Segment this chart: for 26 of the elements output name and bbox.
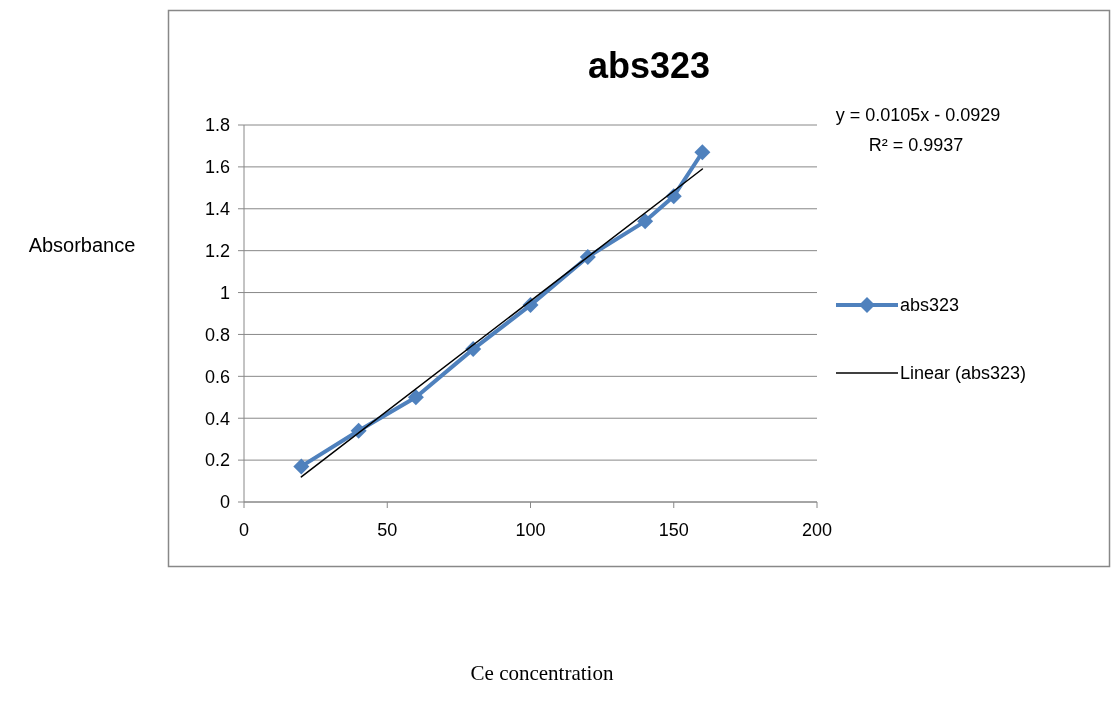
- x-tick-label: 100: [515, 520, 546, 540]
- x-tick-label: 150: [658, 520, 689, 540]
- y-tick-label: 1.6: [204, 157, 230, 178]
- y-tick-label: 0.4: [204, 408, 230, 429]
- chart-title: abs323: [587, 45, 711, 86]
- point: [407, 389, 424, 406]
- point: [293, 458, 310, 475]
- text: R² = 0.9937: [868, 135, 964, 156]
- y-axis-title: Absorbance: [28, 234, 136, 256]
- legend-label: Linear (abs323): [900, 363, 1027, 384]
- point: [694, 144, 711, 161]
- y-tick-label: 1.2: [204, 240, 230, 261]
- text: Ce concentration: [470, 661, 614, 686]
- legend-label: abs323: [900, 295, 960, 316]
- y-tick-label: 1: [219, 282, 230, 303]
- point: [637, 213, 654, 230]
- x-tick-label: 200: [801, 520, 833, 540]
- y-tick-label: 1.4: [204, 199, 230, 220]
- y-tick-label: 1.8: [204, 115, 230, 136]
- text: y = 0.0105x - 0.0929: [835, 105, 1001, 126]
- x-tick-label: 0: [238, 520, 250, 540]
- y-tick-label: 0.6: [204, 366, 230, 387]
- y-tick-label: 0.8: [204, 324, 230, 345]
- x-tick-label: 50: [377, 520, 398, 540]
- y-tick-label: 0: [219, 492, 230, 513]
- y-tick-label: 0.2: [204, 450, 230, 471]
